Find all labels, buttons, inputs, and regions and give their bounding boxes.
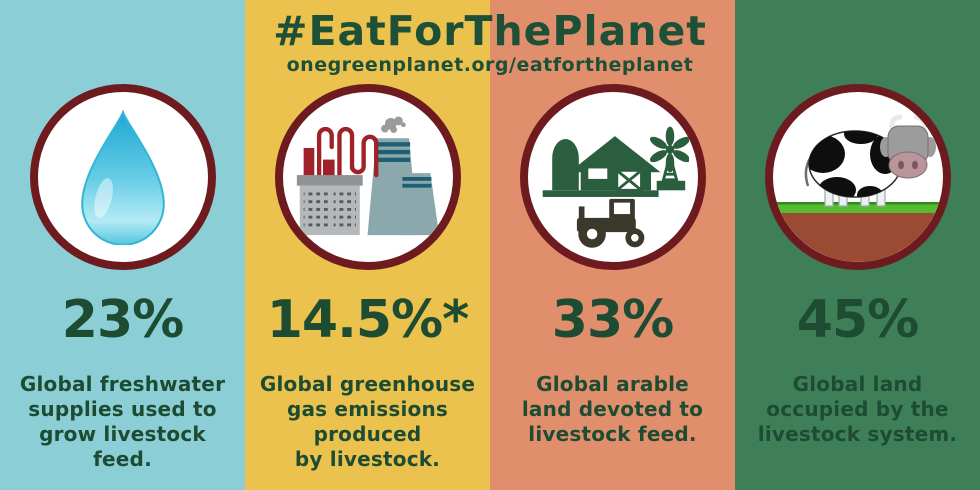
page-title: #EatForThePlanet	[273, 7, 707, 55]
icon-circle	[764, 84, 951, 270]
icon-circle	[519, 84, 706, 270]
site-url: onegreenplanet.org/eatfortheplanet	[286, 54, 694, 77]
farm-icon	[542, 126, 689, 248]
smoke-puffs	[380, 116, 406, 133]
icon-circle	[29, 84, 216, 270]
stat-value: 14.5%*	[266, 290, 470, 350]
panel-greenhouse-gas: 14.5%* Global greenhouse gas emissions p…	[245, 0, 490, 490]
stat-value: 33%	[551, 290, 674, 350]
cow-icon	[772, 114, 943, 262]
panel-freshwater: 23% Global freshwater supplies used to g…	[0, 0, 245, 490]
stat-description: Global arable land devoted to livestock …	[521, 372, 704, 446]
stat-description: Global greenhouse gas emissions produced…	[259, 372, 476, 471]
stat-description: Global freshwater supplies used to grow …	[19, 372, 226, 471]
water-drop-icon	[80, 109, 165, 245]
stat-value: 45%	[796, 290, 919, 350]
icon-circle	[274, 84, 461, 270]
header: #EatForThePlanet onegreenplanet.org/eatf…	[0, 7, 980, 77]
panel-livestock-land: 45% Global land occupied by the livestoc…	[735, 0, 980, 490]
factory-icon	[296, 116, 439, 236]
barn-door	[614, 168, 643, 192]
stat-description: Global land occupied by the livestock sy…	[757, 372, 958, 446]
panel-arable-land: 33% Global arable land devoted to livest…	[490, 0, 735, 490]
stat-value: 23%	[61, 290, 184, 350]
